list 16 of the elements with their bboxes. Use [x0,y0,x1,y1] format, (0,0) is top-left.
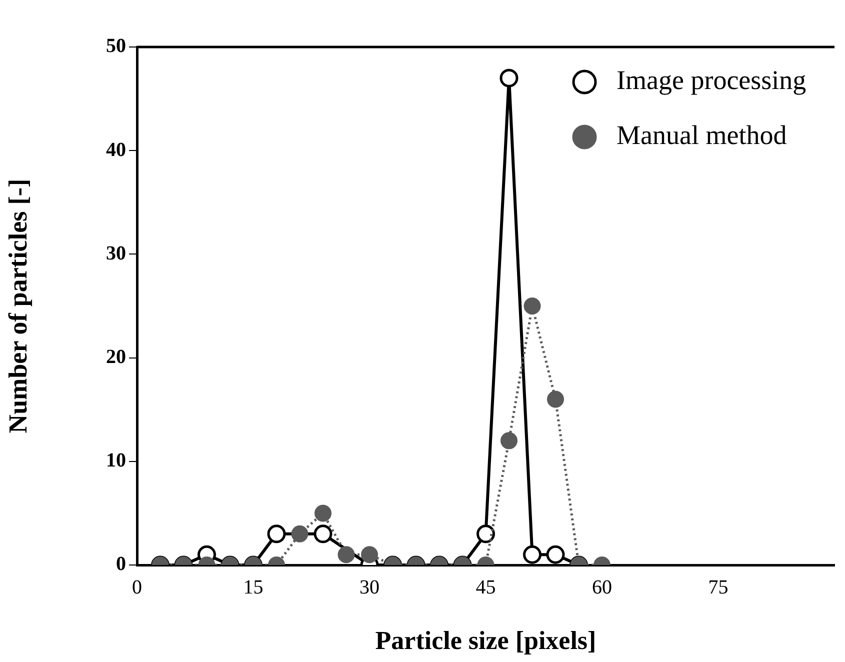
legend-label: Manual method [616,120,788,150]
y-tick-label: 50 [106,35,126,58]
y-tick-label: 40 [106,138,126,161]
legend-label: Image processing [616,65,806,96]
x-tick-label: 0 [132,576,142,598]
y-axis-title: Number of particles [-] [3,178,32,434]
x-axis-title: Particle size [pixels] [375,626,596,656]
y-tick-label: 0 [116,553,126,576]
x-tick-label: 75 [708,576,728,598]
y-tick-label: 20 [106,346,126,368]
x-tick-label: 45 [476,576,496,598]
x-tick-label: 60 [592,576,612,598]
y-tick-label: 10 [106,450,126,472]
y-tick-label: 30 [106,242,126,264]
x-tick-label: 15 [243,576,264,598]
x-tick-label: 30 [360,576,380,598]
